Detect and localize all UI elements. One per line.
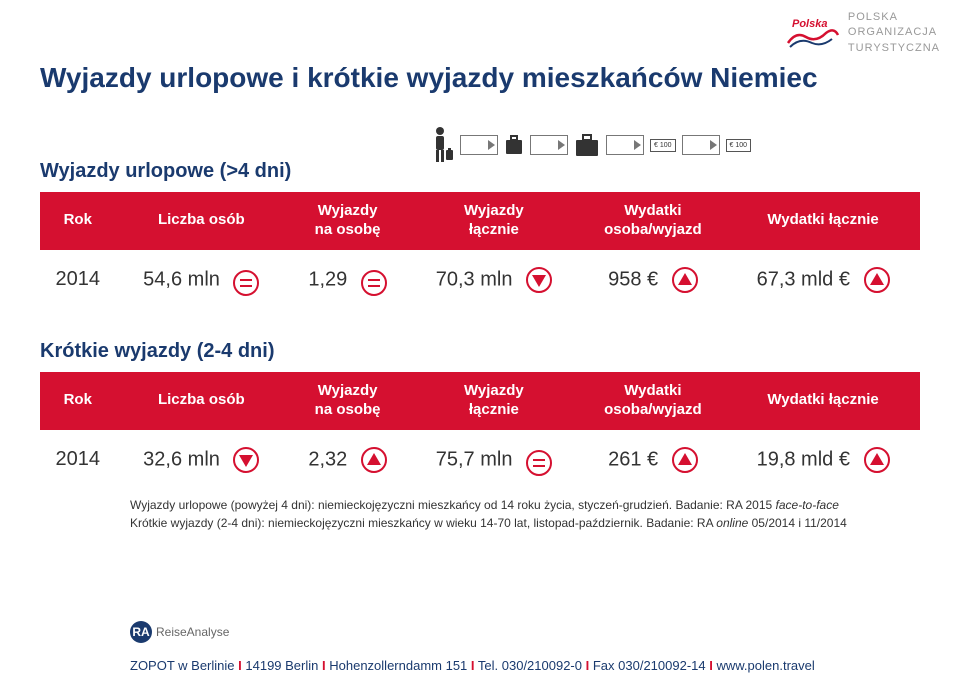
th-people: Liczba osób <box>116 372 288 430</box>
th-spendper: Wydatkiosoba/wyjazd <box>580 372 726 430</box>
icon-flow-row: € 100 € 100 <box>430 126 751 164</box>
person-with-luggage-icon <box>430 126 454 164</box>
table-row: 2014 32,6 mln 2,32 75,7 mln 261 € 19,8 m… <box>40 430 920 490</box>
ra-text: ReiseAnalyse <box>156 625 229 639</box>
indicator <box>672 267 698 293</box>
cell-year: 2014 <box>40 250 116 310</box>
indicator <box>233 264 259 296</box>
cell-perperson: 2,32 <box>287 430 408 490</box>
money-badge: € 100 <box>726 139 752 152</box>
cell-totaltrips: 70,3 mln <box>408 250 580 310</box>
arrow-icon <box>682 135 720 155</box>
indicator <box>672 447 698 473</box>
th-year: Rok <box>40 372 116 430</box>
cell-spendtotal: 67,3 mld € <box>726 250 920 310</box>
th-people: Liczba osób <box>116 192 288 250</box>
cell-spendtotal: 19,8 mld € <box>726 430 920 490</box>
indicator <box>526 267 552 293</box>
th-spendper: Wydatkiosoba/wyjazd <box>580 192 726 250</box>
small-suitcase-icon <box>504 134 524 156</box>
page-title: Wyjazdy urlopowe i krótkie wyjazdy miesz… <box>40 62 818 94</box>
indicator <box>361 447 387 473</box>
short-trips-table: Rok Liczba osób Wyjazdyna osobę Wyjazdył… <box>40 372 920 490</box>
th-spendtotal: Wydatki łącznie <box>726 192 920 250</box>
th-perperson: Wyjazdyna osobę <box>287 192 408 250</box>
cell-people: 32,6 mln <box>116 430 288 490</box>
th-year: Rok <box>40 192 116 250</box>
money-badge: € 100 <box>650 139 676 152</box>
vacation-trips-table: Rok Liczba osób Wyjazdyna osobę Wyjazdył… <box>40 192 920 310</box>
cell-spendper: 958 € <box>580 250 726 310</box>
org-line2: ORGANIZACJA <box>848 25 940 40</box>
cell-spendper: 261 € <box>580 430 726 490</box>
footer-contact: ZOPOT w Berlinie I 14199 Berlin I Hohenz… <box>130 658 815 673</box>
arrow-icon <box>460 135 498 155</box>
th-totaltrips: Wyjazdyłącznie <box>408 192 580 250</box>
arrow-icon <box>606 135 644 155</box>
ra-badge: RA <box>130 621 152 643</box>
cell-year: 2014 <box>40 430 116 490</box>
svg-text:Polska: Polska <box>792 18 827 30</box>
large-suitcase-icon <box>574 132 600 158</box>
table-row: 2014 54,6 mln 1,29 70,3 mln 958 € 67,3 m… <box>40 250 920 310</box>
th-perperson: Wyjazdyna osobę <box>287 372 408 430</box>
arrow-icon <box>530 135 568 155</box>
ra-logo: RA ReiseAnalyse <box>130 621 229 643</box>
cell-perperson: 1,29 <box>287 250 408 310</box>
indicator <box>526 444 552 476</box>
cell-totaltrips: 75,7 mln <box>408 430 580 490</box>
org-line1: POLSKA <box>848 10 940 25</box>
indicator <box>361 264 387 296</box>
section-subtitle-vacation: Wyjazdy urlopowe (>4 dni) <box>40 160 291 183</box>
th-spendtotal: Wydatki łącznie <box>726 372 920 430</box>
indicator <box>233 447 259 473</box>
org-text: POLSKA ORGANIZACJA TURYSTYCZNA <box>848 10 940 56</box>
indicator <box>864 447 890 473</box>
indicator <box>864 267 890 293</box>
brand-logo-area: Polska POLSKA ORGANIZACJA TURYSTYCZNA <box>786 10 940 56</box>
th-totaltrips: Wyjazdyłącznie <box>408 372 580 430</box>
cell-people: 54,6 mln <box>116 250 288 310</box>
footnote: Wyjazdy urlopowe (powyżej 4 dni): niemie… <box>130 496 860 532</box>
polska-logo: Polska <box>786 13 840 53</box>
section-subtitle-short: Krótkie wyjazdy (2-4 dni) <box>40 340 275 363</box>
org-line3: TURYSTYCZNA <box>848 41 940 56</box>
